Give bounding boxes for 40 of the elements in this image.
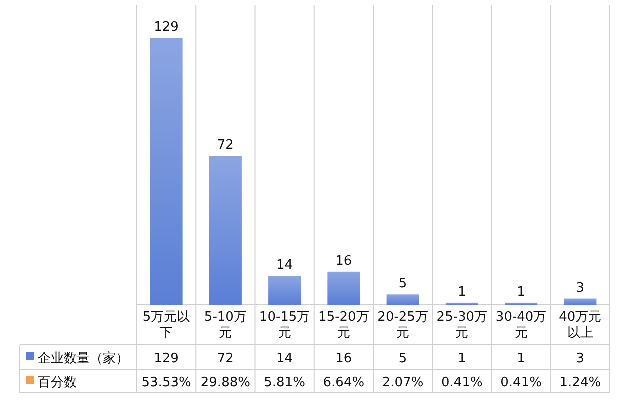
x-tick-label: 30-40万元 — [496, 310, 547, 341]
text: 14 — [276, 258, 294, 274]
x-tick-label: 25-30万元 — [436, 310, 488, 341]
text: 1 — [458, 284, 466, 300]
legend-label: 企业数量（家） — [38, 350, 129, 366]
data-label: 5 — [398, 352, 408, 366]
text: 1 — [517, 284, 526, 300]
text: 72 — [217, 138, 234, 154]
text: 16 — [336, 254, 352, 269]
text: 129 — [154, 20, 179, 36]
legend-label: 百分数 — [38, 376, 77, 390]
text: 53.53% — [142, 376, 192, 390]
data-label: 129 — [154, 352, 179, 366]
bar — [268, 276, 302, 305]
x-tick-label: 10-15万元 — [259, 310, 310, 341]
text: 2.07% — [382, 376, 424, 390]
bar — [564, 298, 597, 305]
text: 3 — [576, 280, 585, 296]
text: 5 — [398, 276, 408, 292]
bar — [150, 38, 183, 305]
text: 5.81% — [264, 376, 306, 390]
x-tick-label: 40万元以上 — [559, 310, 602, 341]
text: 1.24% — [560, 376, 602, 390]
data-label: 16 — [336, 352, 352, 366]
text: 6.64% — [323, 376, 365, 390]
x-tick-label: 20-25万元 — [378, 310, 428, 341]
data-label: 3 — [576, 352, 585, 366]
bar — [386, 294, 420, 305]
text: 0.41% — [500, 376, 542, 390]
data-label: 1 — [517, 352, 526, 366]
text: 29.88% — [200, 376, 250, 390]
x-tick-label: 15-20万元 — [318, 310, 370, 341]
bar — [328, 272, 360, 305]
x-tick-label: 5-10万元 — [204, 310, 247, 341]
data-label: 72 — [217, 352, 234, 366]
text: 0.41% — [442, 376, 483, 390]
bar — [209, 156, 242, 305]
x-tick-label: 5万元以下 — [142, 310, 190, 341]
data-label: 14 — [276, 352, 294, 366]
data-label: 1 — [458, 352, 466, 366]
